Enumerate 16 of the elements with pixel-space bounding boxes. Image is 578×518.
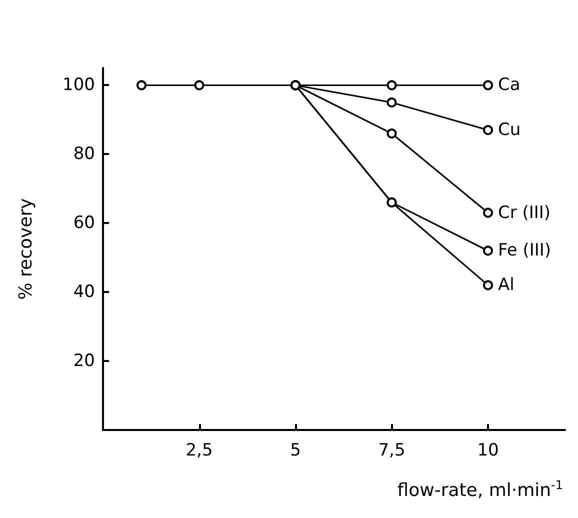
y-tick-label: 80 [73, 144, 95, 164]
y-tick-label: 100 [62, 75, 95, 96]
y-axis-title: % recovery [16, 198, 36, 300]
x-axis-title: flow-rate, ml·min$^{-1}$ [397, 478, 563, 501]
series-label: Cr (III) [498, 202, 551, 223]
x-tick-label: 2,5 [186, 440, 213, 460]
series-label: Cu [498, 120, 521, 140]
x-tick-label: 5 [290, 440, 301, 460]
y-tick-label: 20 [73, 351, 95, 372]
x-tick-label: 10 [477, 440, 499, 460]
y-tick-label: 60 [73, 213, 95, 234]
x-tick-label: 7,5 [378, 440, 406, 460]
series-label: Fe (III) [498, 240, 552, 261]
series-label: Al [498, 275, 514, 296]
series-label: Ca [498, 75, 520, 96]
y-tick-label: 40 [73, 282, 95, 302]
